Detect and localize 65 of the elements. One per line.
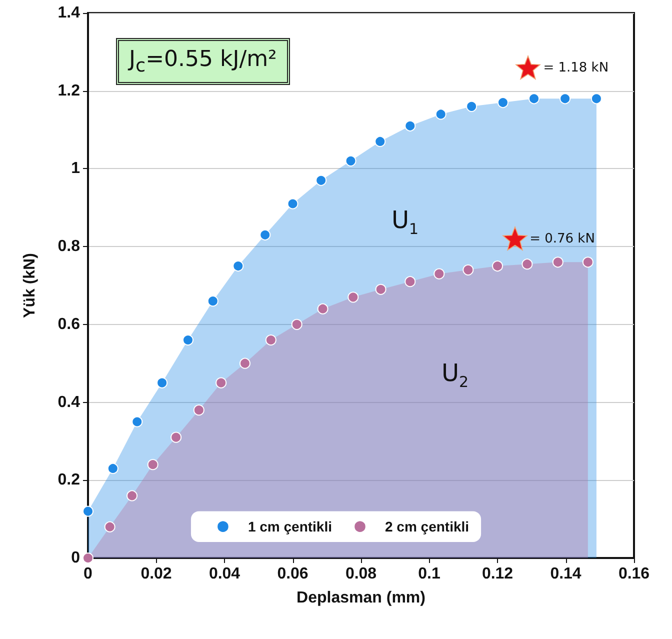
point [345, 155, 356, 166]
y-tick-label: 0 [71, 550, 80, 566]
y-tick-label: 0.2 [58, 472, 80, 489]
point [404, 276, 416, 288]
x-tick-label: 0.04 [208, 566, 240, 582]
point [435, 108, 446, 120]
legend-label: 1 cm çentikli [248, 518, 332, 535]
x-tick-label: 0.02 [140, 566, 172, 582]
point [82, 552, 94, 564]
point [239, 358, 250, 369]
y-tick-label: 1 [71, 160, 80, 178]
point [104, 521, 116, 532]
point [132, 416, 143, 428]
x-tick-label: 0 [84, 566, 93, 582]
point [170, 432, 182, 443]
point [348, 292, 359, 303]
x-tick-label: 0.1 [418, 566, 440, 582]
point [207, 296, 218, 307]
y-tick-label: 1.4 [58, 4, 80, 22]
point [560, 93, 571, 104]
x-tick-label: 0.14 [550, 566, 582, 582]
point [147, 459, 158, 470]
point [182, 334, 194, 346]
y-tick-label: 0.4 [58, 394, 80, 411]
y-tick-label: 0.6 [58, 316, 80, 333]
x-axis-title: Deplasman (mm) [296, 590, 426, 606]
point [216, 377, 227, 388]
y-tick-label: 1.2 [58, 82, 80, 100]
point [552, 256, 564, 268]
point [434, 268, 445, 280]
point [287, 198, 298, 210]
annotation: = 0.76 kN [530, 231, 595, 246]
point [265, 334, 276, 346]
point [193, 404, 204, 416]
point [528, 93, 540, 104]
x-tick-label: 0.12 [482, 566, 514, 582]
annotation: U$_{2}$ [441, 359, 469, 391]
point [466, 100, 478, 112]
point [126, 490, 138, 502]
x-tick-label: 0.16 [618, 566, 650, 582]
point [156, 377, 168, 388]
y-axis-title: Yük (kN) [22, 253, 38, 318]
annotation: J$_{c}$=0.55 kJ/m² [116, 38, 290, 86]
point [374, 136, 386, 147]
legend-label: 2 cm çentikli [385, 518, 470, 535]
point [291, 318, 302, 330]
annotation: = 1.18 kN [543, 60, 609, 75]
point [582, 256, 594, 268]
point [107, 462, 118, 474]
point [522, 258, 533, 270]
point [404, 120, 416, 132]
point [316, 174, 327, 186]
point [232, 260, 244, 272]
point [590, 93, 602, 104]
point [497, 97, 508, 108]
x-tick-label: 0.06 [277, 566, 308, 582]
y-tick-label: 0.8 [58, 238, 80, 256]
point [462, 264, 474, 276]
point [317, 303, 328, 314]
x-tick-label: 0.08 [345, 566, 377, 582]
annotation: U$_{1}$ [391, 206, 419, 238]
point [375, 284, 386, 295]
point [492, 260, 503, 272]
point [82, 506, 94, 517]
point [260, 229, 271, 240]
